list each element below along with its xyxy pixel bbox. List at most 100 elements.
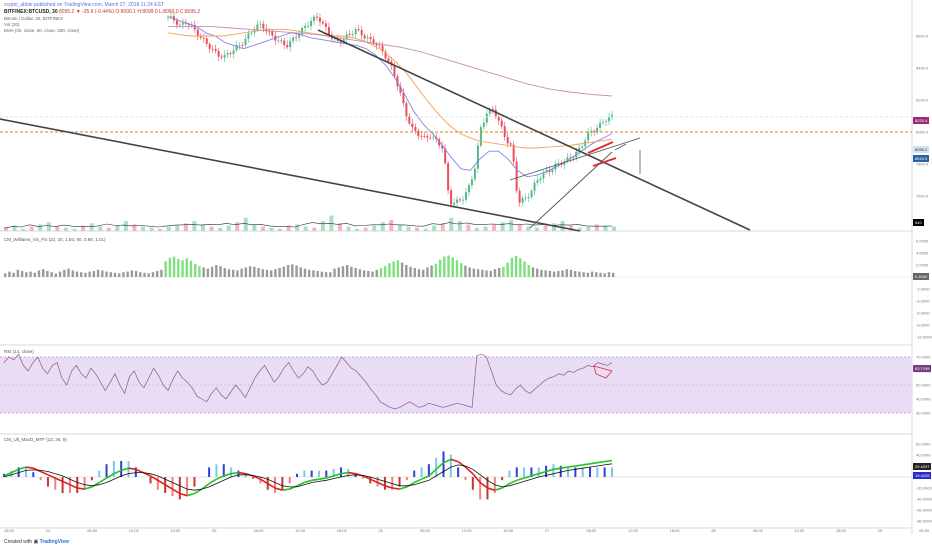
histogram-bar	[46, 477, 49, 487]
vix-bar	[215, 265, 218, 277]
histogram-bar	[61, 477, 64, 493]
vix-bar	[113, 272, 117, 277]
vix-bar	[63, 269, 66, 277]
macd-line-segment	[40, 470, 49, 476]
vix-bar	[130, 270, 134, 277]
macd-line-segment	[516, 477, 525, 482]
vix-bar	[96, 269, 100, 277]
macd-line-segment	[369, 478, 378, 484]
volume-legend[interactable]: Vol (20)	[4, 22, 20, 27]
candle-body	[512, 144, 515, 162]
volume-bar	[218, 227, 223, 231]
volume-bar	[123, 221, 128, 231]
vix-bar	[139, 272, 142, 277]
rsi-axis-tick: 50.0000	[916, 383, 931, 388]
vix-bar	[109, 272, 112, 277]
main-series-legend[interactable]: Bitcoin / Dollar, 30, BITFINEX	[4, 16, 64, 21]
macd-line-segment	[538, 470, 547, 475]
time-axis[interactable]: 15:00 24 06:00 12:00 15:00 25 06:00 12:00 18:00 2…	[4, 528, 930, 533]
time-axis-tick: 06:00	[586, 528, 597, 533]
candle-body	[313, 16, 316, 21]
footer-brand[interactable]: TradingView	[39, 539, 69, 545]
vix-axis-tick: -6.0000	[916, 311, 930, 316]
vix-bar	[80, 272, 83, 277]
histogram-bar	[530, 467, 533, 477]
vix-axis-tick: -10.0000	[916, 335, 932, 340]
volume-bar	[415, 227, 420, 231]
histogram-bar	[90, 477, 93, 481]
candle-body	[283, 40, 286, 45]
candle-body	[238, 45, 241, 46]
vix-badge: 0.4000	[913, 273, 930, 280]
vix-bar	[519, 258, 522, 277]
vix-bar	[202, 267, 205, 277]
wedge-upper-line[interactable]	[509, 137, 641, 181]
vix-bar	[346, 265, 349, 277]
macd-line-segment	[582, 463, 591, 466]
vix-bar	[438, 259, 442, 277]
volume-bar	[115, 225, 120, 231]
vix-bar	[122, 272, 125, 277]
candle-body	[196, 29, 199, 37]
ult-macd-legend[interactable]: CM_Ult_MacD_MTF (12, 26, 9)	[4, 437, 67, 442]
vix-bar	[552, 271, 556, 277]
vix-bar	[257, 268, 260, 277]
volume-bar	[534, 227, 539, 231]
macd-line-segment	[164, 484, 173, 490]
candle-body	[470, 179, 473, 186]
vix-bar	[12, 272, 15, 277]
candle-body	[307, 26, 310, 27]
volume-bar	[509, 220, 514, 231]
histogram-bar	[501, 477, 504, 481]
candle-body	[280, 40, 283, 42]
vix-bar	[88, 271, 91, 277]
macd-line-segment	[238, 471, 246, 475]
flag-bottom-line[interactable]	[592, 157, 617, 167]
histogram-bar	[178, 477, 181, 500]
vix-bar	[67, 268, 70, 277]
ema-legend[interactable]: EMA (20, close, 50, close, 200, close)	[4, 28, 80, 33]
macd-line-segment	[413, 478, 422, 484]
candle-body	[393, 65, 396, 77]
rsi-legend[interactable]: RSI (14, close)	[4, 349, 34, 354]
volume-ma-line	[3, 222, 613, 229]
vix-bar	[185, 258, 188, 277]
candle-body	[557, 163, 560, 165]
volume-bar	[337, 223, 342, 231]
histogram-bar	[354, 473, 357, 477]
volume-bar	[141, 226, 146, 231]
vix-axis-tick: -4.0000	[916, 299, 930, 304]
candle-body	[366, 37, 369, 39]
candle-body	[205, 38, 208, 44]
histogram-bar	[457, 467, 460, 477]
macd-line-segment	[150, 475, 159, 481]
volume-bar	[158, 228, 163, 231]
vix-bar	[295, 265, 298, 277]
candle-body	[289, 40, 292, 48]
vix-bar	[367, 271, 370, 277]
volume-bar	[526, 226, 531, 231]
flag-top-line[interactable]	[587, 141, 614, 154]
histogram-bar	[244, 473, 247, 477]
vix-bar	[417, 269, 421, 277]
vix-bar	[118, 273, 121, 277]
candle-body	[315, 16, 318, 18]
vix-bar	[599, 272, 602, 277]
rsi-flag-annotation[interactable]	[593, 365, 613, 379]
macd-line-segment	[575, 464, 583, 467]
vix-bar	[409, 266, 412, 277]
descending-trendline-2[interactable]	[0, 118, 581, 232]
williams-vix-bars	[4, 255, 615, 277]
candle-body	[599, 122, 602, 128]
candle-body	[509, 143, 512, 145]
volume-bar	[243, 217, 248, 231]
williams-vix-legend[interactable]: CM_Williams_Vix_Fix (22, 20, 1.50, 50, 0…	[4, 237, 106, 242]
volume-bar	[552, 223, 557, 231]
descending-trendline-1[interactable]	[317, 29, 751, 231]
macd-line-segment	[604, 459, 613, 463]
price-axis-tick: 8600.0	[916, 34, 929, 39]
candle-body	[551, 169, 554, 173]
candle-body	[348, 34, 351, 35]
candle-body	[295, 37, 298, 39]
